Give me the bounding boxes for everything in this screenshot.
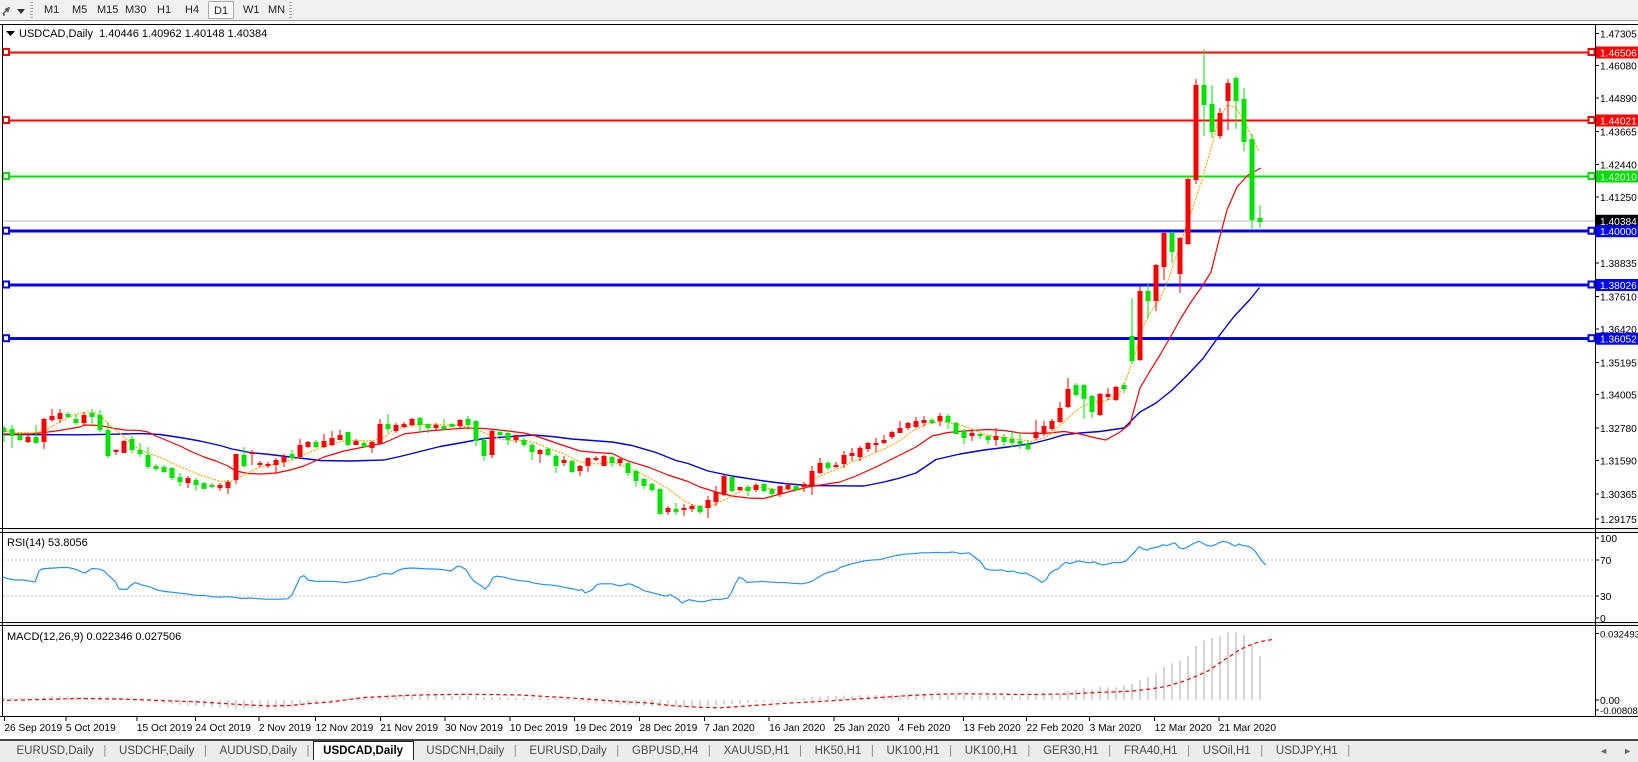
svg-text:1.32780: 1.32780 [1600, 424, 1637, 435]
svg-text:1.42010: 1.42010 [1600, 173, 1637, 184]
svg-text:1.31590: 1.31590 [1600, 457, 1637, 468]
svg-text:1.34005: 1.34005 [1600, 391, 1637, 402]
svg-text:4 Feb 2020: 4 Feb 2020 [899, 723, 951, 734]
svg-text:5 Oct 2019: 5 Oct 2019 [66, 723, 116, 734]
svg-text:0.032493: 0.032493 [1600, 630, 1638, 641]
svg-text:1.40000: 1.40000 [1600, 227, 1637, 238]
svg-text:1.37610: 1.37610 [1600, 292, 1637, 303]
svg-text:1.36420: 1.36420 [1600, 325, 1637, 336]
svg-text:3 Mar 2020: 3 Mar 2020 [1090, 723, 1142, 734]
svg-text:1.40384: 1.40384 [1600, 217, 1637, 228]
svg-text:10 Dec 2019: 10 Dec 2019 [510, 723, 568, 734]
svg-text:1.44890: 1.44890 [1600, 94, 1637, 105]
svg-text:1.38835: 1.38835 [1600, 259, 1637, 270]
svg-text:25 Jan 2020: 25 Jan 2020 [834, 723, 890, 734]
svg-text:28 Dec 2019: 28 Dec 2019 [640, 723, 698, 734]
svg-text:2 Nov 2019: 2 Nov 2019 [259, 723, 311, 734]
svg-text:21 Nov 2019: 21 Nov 2019 [380, 723, 438, 734]
svg-text:15 Oct 2019: 15 Oct 2019 [137, 723, 193, 734]
svg-text:7 Jan 2020: 7 Jan 2020 [704, 723, 755, 734]
svg-text:1.36052: 1.36052 [1600, 335, 1637, 346]
svg-text:0: 0 [1600, 614, 1606, 625]
svg-text:1.46506: 1.46506 [1600, 49, 1637, 60]
svg-text:16 Jan 2020: 16 Jan 2020 [769, 723, 825, 734]
svg-text:RSI(14) 53.8056: RSI(14) 53.8056 [7, 537, 88, 549]
svg-text:1.30365: 1.30365 [1600, 490, 1637, 501]
svg-text:1.29175: 1.29175 [1600, 515, 1637, 526]
svg-text:24 Oct 2019: 24 Oct 2019 [195, 723, 251, 734]
svg-text:100: 100 [1600, 534, 1617, 545]
svg-text:1.38026: 1.38026 [1600, 281, 1637, 292]
svg-text:1.47305: 1.47305 [1600, 29, 1637, 40]
svg-text:1.35195: 1.35195 [1600, 358, 1637, 369]
svg-text:13 Feb 2020: 13 Feb 2020 [964, 723, 1022, 734]
svg-text:1.46080: 1.46080 [1600, 62, 1637, 73]
svg-text:26 Sep 2019: 26 Sep 2019 [4, 723, 62, 734]
svg-text:12 Mar 2020: 12 Mar 2020 [1155, 723, 1213, 734]
svg-text:1.42440: 1.42440 [1600, 161, 1637, 172]
svg-text:21 Mar 2020: 21 Mar 2020 [1219, 723, 1277, 734]
svg-text:0.00: 0.00 [1600, 696, 1620, 707]
svg-text:MACD(12,26,9) 0.022346 0.02750: MACD(12,26,9) 0.022346 0.027506 [7, 631, 181, 643]
svg-text:30: 30 [1600, 592, 1612, 603]
svg-text:1.41250: 1.41250 [1600, 193, 1637, 204]
svg-text:22 Feb 2020: 22 Feb 2020 [1027, 723, 1085, 734]
svg-text:70: 70 [1600, 556, 1612, 567]
svg-text:19 Dec 2019: 19 Dec 2019 [575, 723, 633, 734]
svg-text:1.43665: 1.43665 [1600, 127, 1637, 138]
svg-text:USDCAD,Daily 1.40446 1.40962: USDCAD,Daily 1.40446 1.40962 1.40148 1.4… [19, 28, 267, 40]
svg-text:1.44021: 1.44021 [1600, 117, 1637, 128]
svg-text:12 Nov 2019: 12 Nov 2019 [316, 723, 374, 734]
svg-text:30 Nov 2019: 30 Nov 2019 [445, 723, 503, 734]
svg-text:-0.008086: -0.008086 [1600, 706, 1638, 717]
